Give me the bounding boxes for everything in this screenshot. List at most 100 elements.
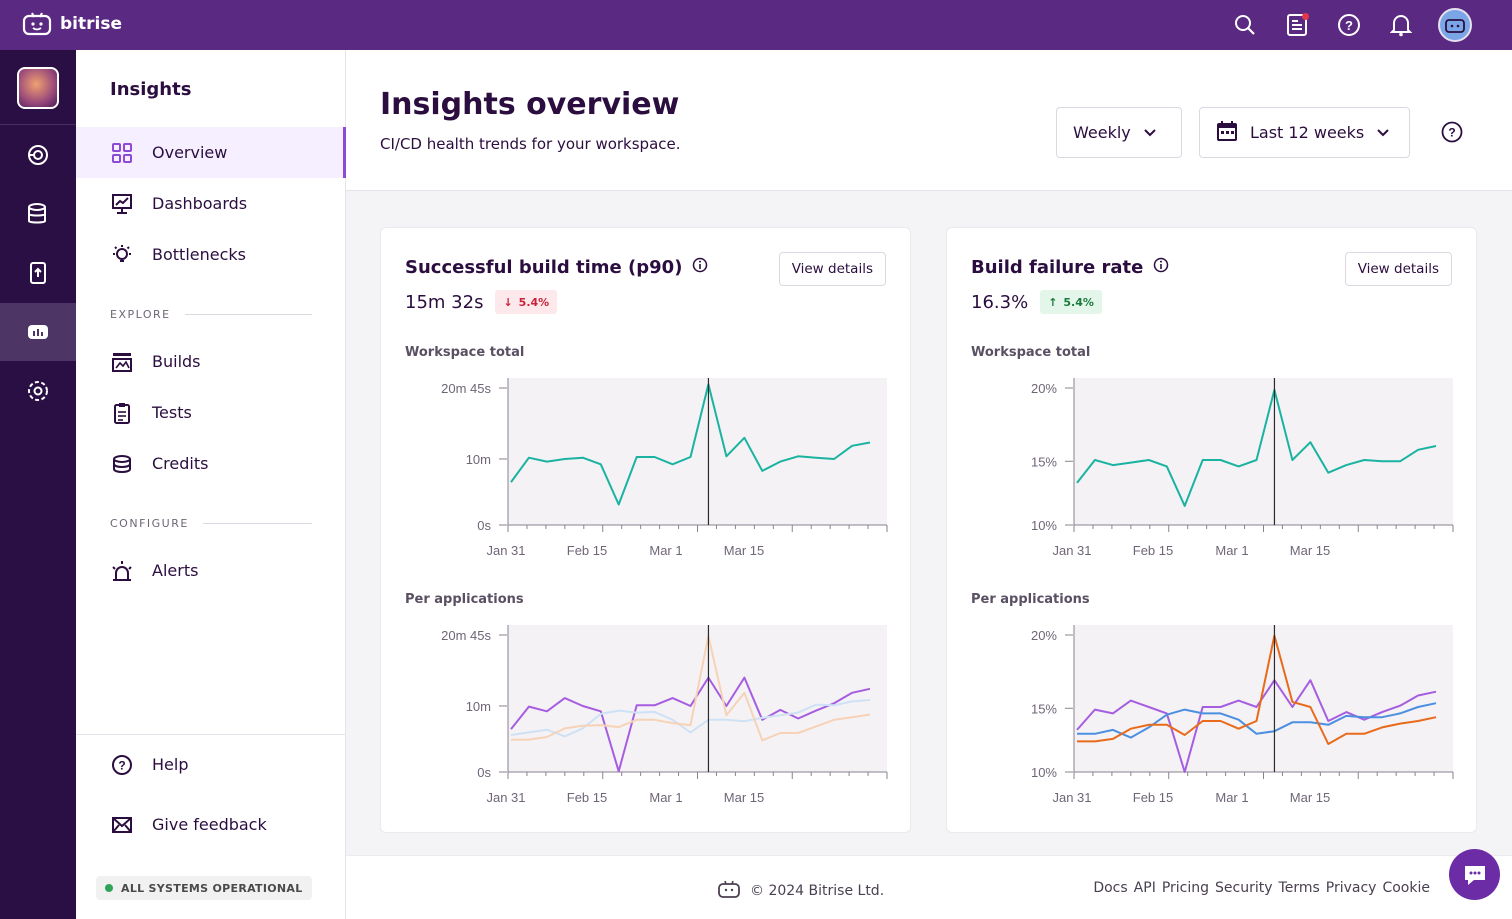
sidebar-item-overview[interactable]: Overview xyxy=(76,127,346,178)
chevron-down-icon xyxy=(1143,123,1157,142)
footer-link-pricing[interactable]: Pricing xyxy=(1161,880,1210,896)
metric: 15m 32s ↓ 5.4% xyxy=(405,290,558,314)
y-tick-label: 15% xyxy=(1031,701,1057,716)
chat-button[interactable] xyxy=(1449,849,1500,900)
bell-icon[interactable] xyxy=(1386,8,1416,42)
help-icon[interactable]: ? xyxy=(1334,8,1364,42)
series-line-2 xyxy=(1077,634,1437,745)
sidebar-item-help[interactable]: ? Help xyxy=(76,739,346,790)
sidebar-item-label: Alerts xyxy=(152,561,199,580)
sidebar-item-dashboards[interactable]: Dashboards xyxy=(76,178,346,229)
period-select[interactable]: Weekly xyxy=(1056,107,1182,158)
builds-icon xyxy=(110,350,134,374)
change-value: 5.4% xyxy=(518,295,550,309)
x-tick-label: Feb 15 xyxy=(1133,790,1173,805)
search-icon[interactable] xyxy=(1230,8,1260,42)
rail-settings-icon[interactable] xyxy=(0,362,76,420)
changelog-icon[interactable] xyxy=(1282,8,1312,42)
section-label: EXPLORE xyxy=(110,308,171,321)
view-details-button[interactable]: View details xyxy=(1344,252,1452,286)
footer-link-security[interactable]: Security xyxy=(1215,880,1273,896)
notification-dot xyxy=(1302,13,1309,20)
series-line-0 xyxy=(1076,388,1437,507)
chart-group: 20% 15% 10% Jan 31 Feb 15 Mar 1 Mar 15 xyxy=(1031,625,1454,805)
user-avatar[interactable] xyxy=(1438,8,1472,42)
chevron-down-icon xyxy=(1376,123,1390,142)
y-tick-label: 10m xyxy=(466,452,491,467)
x-tick-label: Mar 1 xyxy=(649,790,682,805)
sidebar-title: Insights xyxy=(110,79,192,100)
bulb-icon xyxy=(110,243,134,267)
workspace-total-label: Workspace total xyxy=(971,345,1091,360)
mail-icon xyxy=(110,813,134,837)
calendar-icon xyxy=(1216,120,1238,146)
footer-link-api[interactable]: API xyxy=(1133,880,1156,896)
chart-group: 20m 45s 10m 0s Jan 31 Feb 15 Mar 1 Mar 15 xyxy=(441,378,888,558)
y-tick-label: 10% xyxy=(1031,518,1057,533)
sidebar-item-builds[interactable]: Builds xyxy=(76,336,346,387)
plot-area xyxy=(1074,378,1453,525)
section-divider xyxy=(184,314,312,315)
card-title: Successful build time (p90) xyxy=(405,257,708,278)
rail-mobile-upload-icon[interactable] xyxy=(0,244,76,302)
sidebar-item-bottlenecks[interactable]: Bottlenecks xyxy=(76,229,346,280)
app-rail xyxy=(0,50,76,919)
rail-insights-icon[interactable] xyxy=(0,303,76,361)
date-range-select[interactable]: Last 12 weeks xyxy=(1199,107,1410,158)
footer: © 2024 Bitrise Ltd. Docs API Pricing Sec… xyxy=(346,855,1512,919)
y-tick-label: 20% xyxy=(1031,381,1057,396)
sidebar-item-label: Credits xyxy=(152,454,209,473)
x-tick-label: Mar 1 xyxy=(1215,790,1248,805)
sidebar-item-credits[interactable]: Credits xyxy=(76,438,346,489)
footer-link-docs[interactable]: Docs xyxy=(1093,880,1128,896)
top-bar: bitrise ? xyxy=(0,0,1512,50)
x-tick-label: Jan 31 xyxy=(1052,543,1091,558)
card-title: Build failure rate xyxy=(971,257,1169,278)
main-content: Insights overview CI/CD health trends fo… xyxy=(346,50,1512,919)
credits-icon xyxy=(110,452,134,476)
footer-link-privacy[interactable]: Privacy xyxy=(1325,880,1377,896)
x-tick-label: Mar 1 xyxy=(1215,543,1248,558)
sidebar-item-tests[interactable]: Tests xyxy=(76,387,346,438)
view-details-button[interactable]: View details xyxy=(778,252,886,286)
page-header: Insights overview CI/CD health trends fo… xyxy=(346,50,1512,191)
section-explore: EXPLORE xyxy=(110,308,312,321)
sidebar-item-label: Dashboards xyxy=(152,194,248,213)
footer-link-terms[interactable]: Terms xyxy=(1278,880,1320,896)
workspace-avatar[interactable] xyxy=(17,67,59,109)
sidebar-item-label: Bottlenecks xyxy=(152,245,246,264)
info-icon[interactable] xyxy=(1153,257,1169,278)
page-subtitle: CI/CD health trends for your workspace. xyxy=(380,135,681,153)
metric: 16.3% ↑ 5.4% xyxy=(971,290,1102,314)
page-help-icon[interactable]: ? xyxy=(1441,121,1463,143)
footer-links: Docs API Pricing Security Terms Privacy … xyxy=(1093,880,1430,896)
series-line-0 xyxy=(1076,679,1437,773)
brand-name: bitrise xyxy=(60,14,122,34)
sidebar-item-label: Give feedback xyxy=(152,815,267,834)
workspace-total-chart: 20m 45s 10m 0s Jan 31 Feb 15 Mar 1 Mar 15 xyxy=(441,378,888,558)
chart-group: 20m 45s 10m 0s Jan 31 Feb 15 Mar 1 Mar 15 xyxy=(441,625,888,805)
x-tick-label: Jan 31 xyxy=(486,543,525,558)
insights-sidebar: Insights Overview Dashboards Bottlenecks… xyxy=(76,50,346,919)
y-tick-label: 0s xyxy=(477,518,491,533)
x-tick-label: Mar 15 xyxy=(724,543,764,558)
sidebar-item-feedback[interactable]: Give feedback xyxy=(76,799,346,850)
series-line-1 xyxy=(510,699,871,738)
svg-text:?: ? xyxy=(1448,126,1455,140)
alarm-icon xyxy=(110,559,134,583)
card-title-text: Successful build time (p90) xyxy=(405,257,683,278)
chart-group: 20% 15% 10% Jan 31 Feb 15 Mar 1 Mar 15 xyxy=(1031,378,1454,558)
rail-database-icon[interactable] xyxy=(0,185,76,243)
rail-releases-icon[interactable] xyxy=(0,126,76,184)
footer-link-cookie[interactable]: Cookie xyxy=(1382,880,1430,896)
section-divider xyxy=(202,523,312,524)
status-dot xyxy=(105,884,113,892)
sidebar-item-alerts[interactable]: Alerts xyxy=(76,545,346,596)
status-badge[interactable]: ALL SYSTEMS OPERATIONAL xyxy=(96,876,312,900)
chat-icon xyxy=(1464,865,1485,885)
series-line-1 xyxy=(1077,702,1437,739)
x-tick-label: Feb 15 xyxy=(567,790,607,805)
info-icon[interactable] xyxy=(692,257,708,278)
brand-logo[interactable]: bitrise xyxy=(22,12,122,36)
x-tick-label: Feb 15 xyxy=(567,543,607,558)
